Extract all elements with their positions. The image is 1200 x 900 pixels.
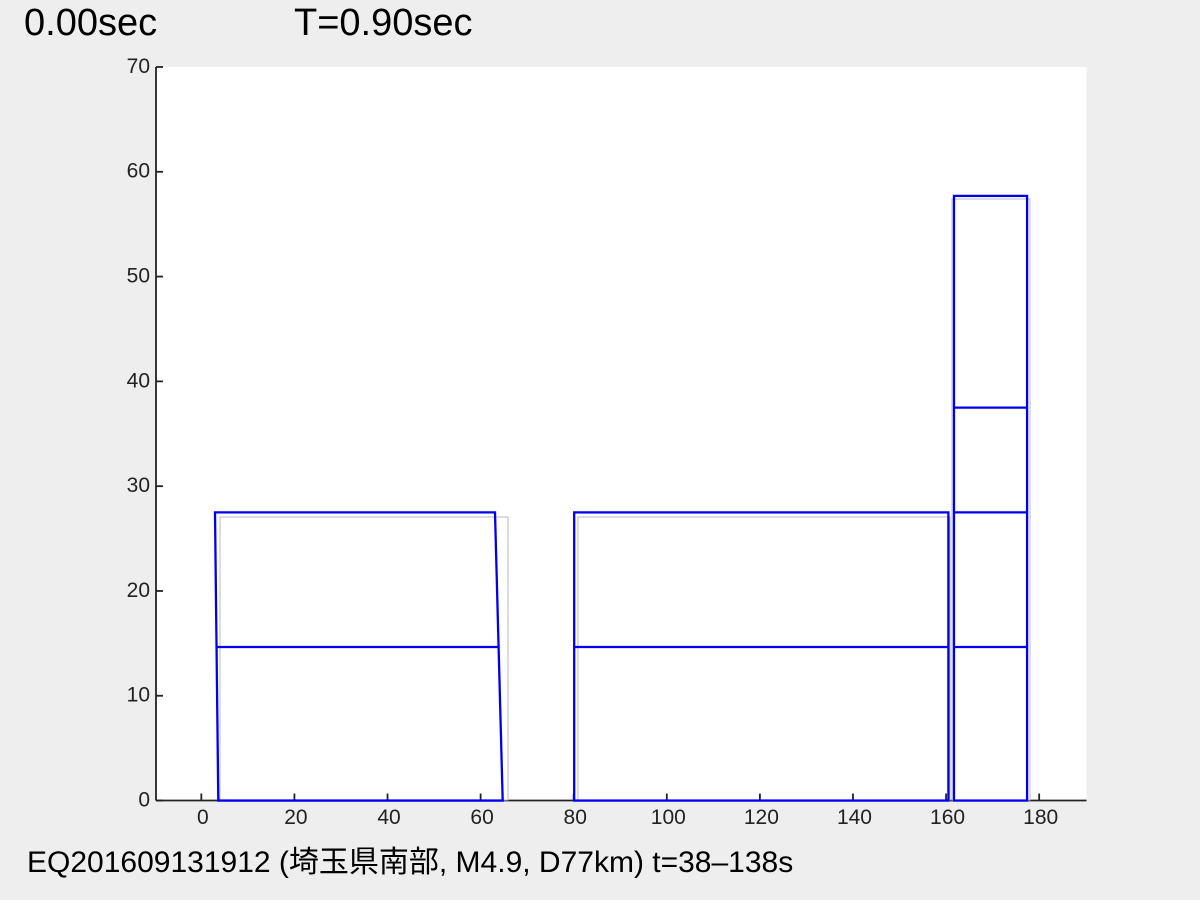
svg-text:0: 0 [138, 789, 150, 812]
svg-text:30: 30 [127, 474, 150, 497]
svg-text:180: 180 [1023, 806, 1058, 829]
svg-text:140: 140 [837, 806, 872, 829]
svg-text:40: 40 [127, 369, 150, 392]
svg-text:10: 10 [127, 684, 150, 707]
svg-text:0: 0 [197, 806, 209, 829]
svg-text:20: 20 [127, 579, 150, 602]
svg-text:60: 60 [470, 806, 493, 829]
svg-text:100: 100 [651, 806, 686, 829]
svg-text:160: 160 [930, 806, 965, 829]
svg-text:40: 40 [377, 806, 400, 829]
svg-text:120: 120 [744, 806, 779, 829]
svg-text:50: 50 [127, 265, 150, 288]
svg-text:60: 60 [127, 160, 150, 183]
svg-text:70: 70 [127, 55, 150, 78]
svg-text:20: 20 [284, 806, 307, 829]
svg-text:80: 80 [564, 806, 587, 829]
